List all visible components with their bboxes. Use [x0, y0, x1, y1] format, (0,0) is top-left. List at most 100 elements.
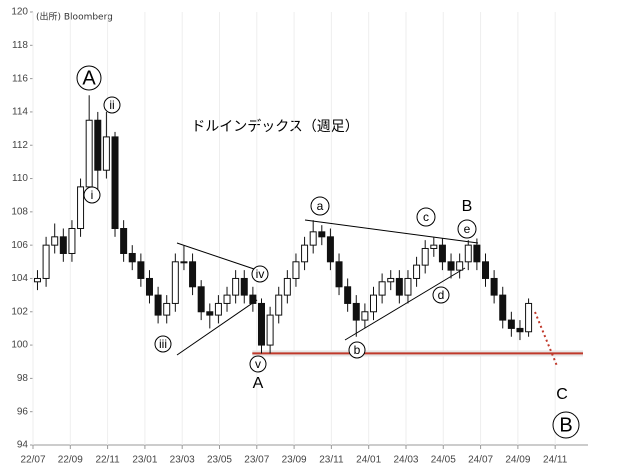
candle-body: [292, 261, 300, 279]
x-tick-label: 23/07: [244, 455, 269, 466]
annotation-circle: [457, 219, 477, 239]
candle-body: [326, 236, 334, 263]
annotation: A: [253, 375, 264, 392]
candle-body: [51, 236, 59, 246]
candle-body: [344, 286, 352, 304]
annotation-circle: [249, 355, 267, 373]
candle-body: [240, 277, 248, 296]
candle-body: [214, 302, 222, 316]
projection-line: [534, 311, 558, 367]
candle-body: [499, 294, 507, 321]
chart-title: ドルインデックス（週足）: [191, 118, 359, 135]
candle-body: [369, 294, 377, 313]
annotation: c: [423, 210, 429, 224]
x-tick-label: 23/11: [319, 455, 344, 466]
trend-line: [304, 219, 479, 244]
candle-body: [206, 311, 214, 316]
y-tick-label: 108: [11, 206, 28, 217]
candle-body: [275, 294, 283, 316]
x-tick-label: 24/03: [393, 455, 418, 466]
annotation-circle: [83, 186, 101, 204]
candle-body: [145, 277, 153, 296]
annotation: a: [317, 199, 324, 213]
x-tick-label: 23/05: [207, 455, 232, 466]
y-tick-label: 94: [17, 440, 29, 451]
x-tick-label: 22/11: [95, 455, 120, 466]
candle-body: [85, 119, 93, 188]
x-tick-label: 24/05: [431, 455, 456, 466]
y-tick-label: 106: [11, 240, 28, 251]
candle-body: [102, 136, 110, 171]
x-tick-label: 23/09: [282, 455, 307, 466]
annotation: i: [91, 188, 94, 202]
candle-body: [447, 261, 455, 271]
candle-body: [335, 261, 343, 288]
candle-body: [413, 264, 421, 279]
y-tick-label: 98: [17, 373, 29, 384]
source-note: (出所) Bloomberg: [36, 11, 113, 23]
candle-body: [283, 277, 291, 296]
annotation-circle: [552, 411, 580, 439]
candle-body: [154, 294, 162, 316]
candle-body: [266, 314, 274, 346]
x-tick-label: 24/11: [543, 455, 568, 466]
candle-body: [180, 261, 188, 264]
x-tick-label: 24/09: [505, 455, 530, 466]
candle-body: [232, 277, 240, 296]
y-tick-label: 114: [12, 107, 28, 118]
candle-body: [507, 319, 515, 329]
annotation: e: [464, 222, 471, 236]
x-tick-label: 22/07: [20, 455, 45, 466]
y-tick-label: 116: [12, 73, 28, 84]
candle-body: [525, 302, 533, 333]
annotation-circle: [251, 265, 269, 283]
candle-body: [111, 136, 119, 229]
x-tick-label: 23/01: [132, 455, 157, 466]
candle-body: [171, 261, 179, 304]
candle-body: [301, 244, 309, 263]
candle-body: [59, 236, 67, 254]
y-tick-label: 100: [11, 340, 28, 351]
candle-body: [318, 231, 326, 238]
annotation-circle: [310, 196, 330, 216]
candle-body: [197, 286, 205, 313]
candle-body: [490, 277, 498, 296]
y-tick-label: 102: [11, 306, 28, 317]
candle-body: [189, 261, 197, 288]
candle-body: [128, 252, 136, 263]
y-tick-label: 96: [17, 406, 29, 417]
candle-body: [378, 281, 386, 296]
candle-body: [516, 327, 524, 333]
y-tick-label: 110: [12, 173, 28, 184]
candle-body: [473, 244, 481, 263]
candle-body: [33, 277, 41, 283]
trend-line: [176, 242, 258, 271]
candle-body: [223, 294, 231, 304]
annotation: d: [438, 288, 445, 302]
candle-body: [163, 302, 171, 316]
candle-body: [387, 277, 395, 283]
candle-body: [361, 311, 369, 321]
candle-body: [464, 244, 472, 263]
x-tick-label: 24/01: [356, 455, 381, 466]
y-tick-label: 120: [11, 7, 28, 18]
annotation-circle: [348, 341, 366, 359]
candle-body: [249, 294, 257, 304]
x-tick-label: 24/07: [468, 455, 493, 466]
annotation-circle: [416, 207, 436, 227]
candle-body: [404, 277, 412, 296]
candle-body: [68, 228, 76, 254]
y-tick-label: 118: [12, 40, 28, 51]
candle-body: [352, 302, 360, 321]
candle-body: [438, 244, 446, 263]
annotation: v: [255, 357, 261, 371]
candle-body: [94, 119, 102, 171]
annotation: iv: [256, 267, 265, 281]
annotation: iii: [159, 337, 167, 351]
annotation-circle: [103, 96, 121, 114]
candle-body: [77, 186, 85, 230]
annotation: B: [462, 198, 473, 215]
annotation-circle: [76, 65, 102, 91]
candle-body: [137, 261, 145, 279]
